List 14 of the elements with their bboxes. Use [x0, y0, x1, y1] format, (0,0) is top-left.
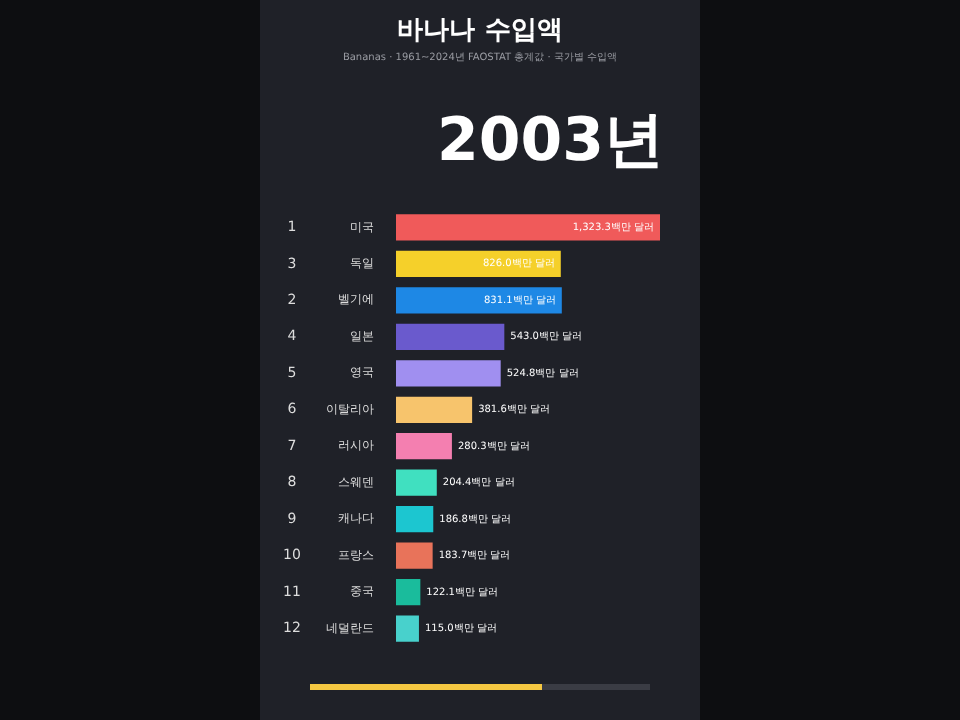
text: 2003년: [437, 104, 664, 180]
bar: [396, 396, 473, 423]
bar: [396, 542, 433, 569]
bar: [396, 615, 419, 642]
bar: [396, 433, 452, 460]
bar: [396, 578, 421, 606]
bar: [396, 214, 660, 241]
chart-title: 바나나 수입액: [395, 14, 565, 48]
bar: [396, 287, 562, 314]
bar: [396, 250, 561, 278]
bar: [396, 506, 434, 533]
bar: [396, 360, 501, 387]
bar: [396, 469, 437, 496]
bar: [396, 323, 505, 350]
